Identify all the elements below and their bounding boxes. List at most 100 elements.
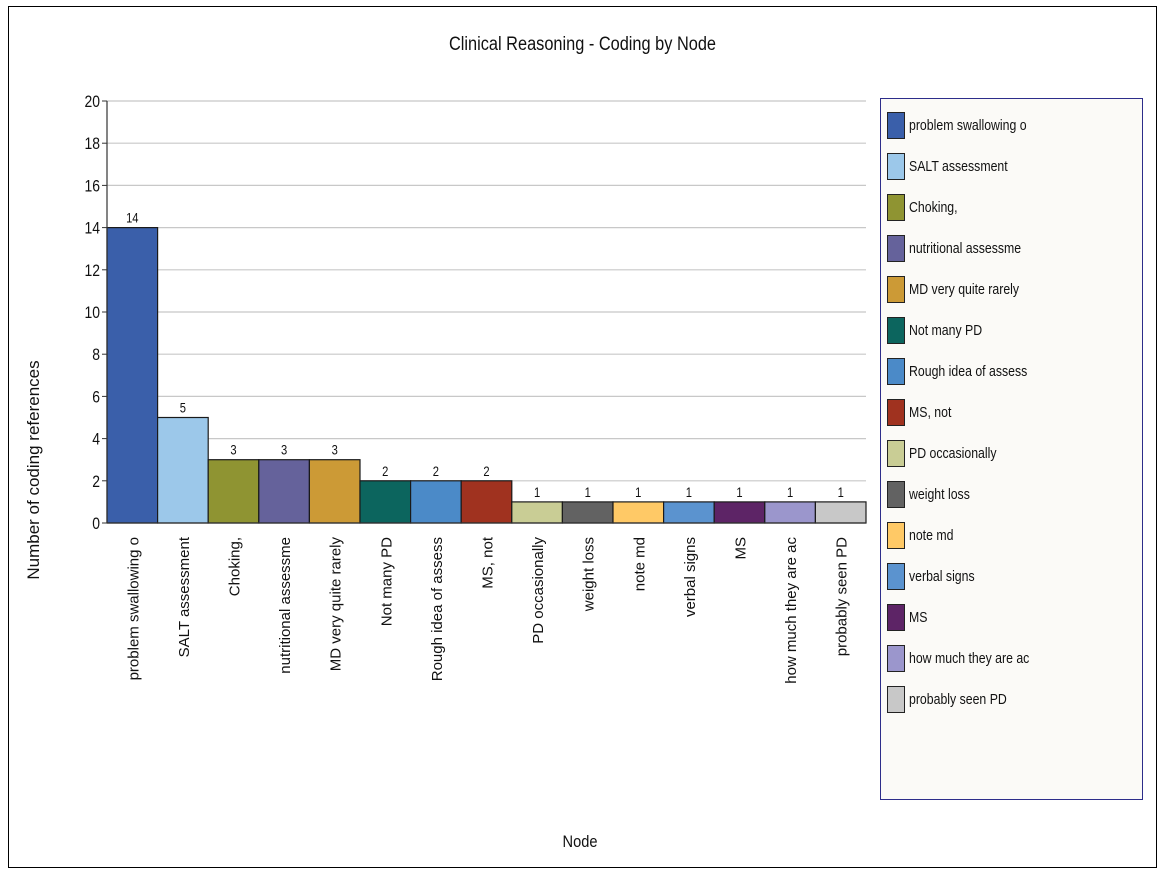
x-tick-label: how much they are ac	[783, 537, 800, 684]
legend-label: MS, not	[909, 403, 952, 421]
legend-item: how much they are ac	[887, 643, 1056, 673]
y-tick-label: 0	[92, 515, 100, 534]
legend-item: nutritional assessme	[887, 233, 1046, 263]
data-label: 1	[736, 485, 742, 500]
bar	[157, 416, 209, 524]
legend: problem swallowing o SALT assessment Choki…	[880, 98, 1143, 800]
data-label: 1	[635, 485, 641, 500]
bar	[561, 501, 614, 524]
legend-label: Rough idea of assess	[909, 362, 1028, 380]
legend-label: PD occasionally	[909, 444, 997, 462]
bar	[612, 501, 665, 524]
legend-swatch	[887, 152, 905, 180]
data-label: 14	[126, 210, 138, 225]
legend-label: Not many PD	[909, 321, 983, 339]
x-tick-label: note md	[631, 537, 648, 591]
legend-item: SALT assessment	[887, 151, 1029, 181]
legend-label: SALT assessment	[909, 157, 1008, 175]
legend-item: Rough idea of assess	[887, 356, 1053, 386]
data-label: 2	[433, 464, 439, 479]
data-label: 1	[534, 485, 540, 500]
legend-item: MD very quite rarely	[887, 274, 1043, 304]
legend-swatch	[887, 562, 905, 590]
legend-item: MS, not	[887, 397, 961, 427]
bar	[713, 501, 766, 524]
legend-swatch	[887, 193, 905, 221]
legend-label: note md	[909, 526, 954, 544]
data-label: 2	[483, 464, 489, 479]
y-tick-label: 16	[85, 177, 100, 196]
legend-label: Choking,	[909, 198, 958, 216]
bar	[106, 227, 159, 524]
legend-swatch	[887, 398, 905, 426]
bar	[258, 459, 310, 524]
data-label: 3	[332, 443, 338, 458]
x-tick-label: Not many PD	[378, 537, 395, 626]
y-tick-label: 8	[92, 346, 100, 365]
x-tick-label: MS	[733, 537, 750, 560]
legend-swatch	[887, 603, 905, 631]
legend-swatch	[887, 357, 905, 385]
x-tick-label: MD very quite rarely	[328, 537, 345, 672]
y-axis-title: Number of coding references	[24, 360, 43, 580]
legend-item: verbal signs	[887, 561, 989, 591]
legend-swatch	[887, 275, 905, 303]
legend-swatch	[887, 521, 905, 549]
y-tick-label: 6	[92, 388, 100, 407]
legend-label: weight loss	[909, 485, 970, 503]
data-label: 1	[838, 485, 844, 500]
x-tick-label: weight loss	[581, 537, 598, 612]
data-label: 1	[686, 485, 692, 500]
bar	[662, 501, 715, 524]
data-label: 1	[787, 485, 793, 500]
legend-swatch	[887, 685, 905, 713]
y-tick-label: 18	[85, 135, 100, 154]
x-tick-label: nutritional assessme	[277, 537, 294, 674]
bar	[814, 501, 867, 524]
legend-item: note md	[887, 520, 963, 550]
bar	[511, 501, 563, 524]
data-label: 3	[281, 443, 287, 458]
x-tick-label: SALT assessment	[176, 536, 193, 657]
legend-label: probably seen PD	[909, 690, 1007, 708]
chart-title: Clinical Reasoning - Coding by Node	[448, 34, 717, 55]
legend-label: verbal signs	[909, 567, 975, 585]
x-tick-label: verbal signs	[682, 537, 699, 617]
legend-item: MS	[887, 602, 932, 632]
y-tick-label: 14	[85, 219, 101, 238]
legend-item: problem swallowing o	[887, 110, 1052, 140]
legend-item: Choking,	[887, 192, 968, 222]
legend-swatch	[887, 234, 905, 262]
bar	[460, 480, 513, 524]
y-tick-label: 2	[92, 473, 100, 492]
legend-item: PD occasionally	[887, 438, 1016, 468]
legend-label: MD very quite rarely	[909, 280, 1020, 298]
data-label: 2	[382, 464, 388, 479]
data-label: 1	[585, 485, 591, 500]
data-label: 3	[230, 443, 236, 458]
legend-item: weight loss	[887, 479, 983, 509]
legend-label: how much they are ac	[909, 649, 1030, 667]
legend-item: probably seen PD	[887, 684, 1028, 714]
x-axis-title: Node	[562, 832, 598, 851]
x-tick-label: Rough idea of assess	[429, 537, 446, 681]
x-tick-label: MS, not	[480, 536, 497, 589]
y-tick-label: 10	[85, 304, 101, 323]
x-tick-label: probably seen PD	[834, 537, 851, 656]
bar	[359, 480, 412, 524]
legend-swatch	[887, 644, 905, 672]
legend-swatch	[887, 439, 905, 467]
y-tick-label: 4	[92, 430, 100, 449]
bar	[207, 459, 260, 524]
legend-label: problem swallowing o	[909, 116, 1027, 134]
x-tick-label: PD occasionally	[530, 537, 547, 644]
bar	[764, 501, 816, 524]
y-tick-label: 20	[85, 93, 101, 112]
y-tick-label: 12	[85, 262, 100, 281]
legend-item: Not many PD	[887, 315, 998, 345]
legend-swatch	[887, 111, 905, 139]
legend-swatch	[887, 316, 905, 344]
legend-swatch	[887, 480, 905, 508]
legend-label: nutritional assessme	[909, 239, 1022, 257]
